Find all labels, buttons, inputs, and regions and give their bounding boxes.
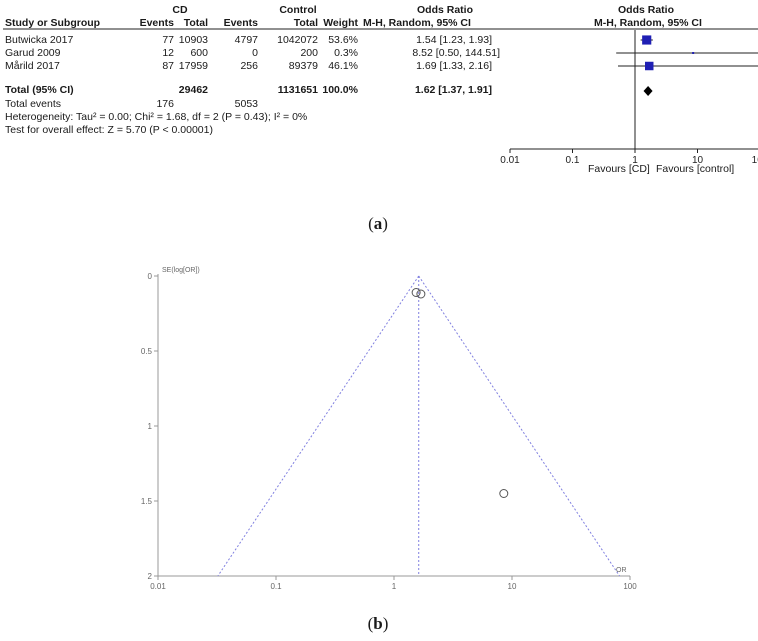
group-header-cd: CD	[172, 4, 188, 16]
cd-events: 12	[162, 47, 174, 59]
ctl-total: 200	[300, 47, 318, 59]
col-header-cd-total: Total	[183, 17, 208, 29]
favours-left-label: Favours [CD]	[588, 163, 650, 175]
forest-x-tick-label: 1	[632, 155, 638, 166]
funnel-limit-left	[217, 275, 420, 577]
col-header-method-right: M-H, Random, 95% CI	[594, 17, 702, 29]
total-label: Total (95% CI)	[5, 84, 74, 96]
funnel-limit-right	[418, 275, 621, 577]
ctl-total: 1042072	[277, 34, 318, 46]
weight: 46.1%	[328, 60, 358, 72]
study-name: Mårild 2017	[5, 60, 60, 72]
funnel-x-axis-label: OR	[616, 567, 627, 574]
cd-events: 77	[162, 34, 174, 46]
forest-x-tick-label: 0.1	[566, 155, 580, 166]
study-box	[644, 61, 654, 71]
forest-x-tick-label: 0.01	[500, 155, 520, 166]
col-header-weight: Weight	[323, 17, 358, 29]
col-header-method-left: M-H, Random, 95% CI	[363, 17, 471, 29]
forest-x-tick-label: 10	[692, 155, 704, 166]
total-events-label: Total events	[5, 98, 62, 110]
pooled-diamond	[643, 86, 653, 96]
ctl-events: 0	[252, 47, 258, 59]
group-header-odds-ratio-left: Odds Ratio	[416, 4, 473, 16]
funnel-x-tick-label: 100	[623, 582, 637, 591]
funnel-y-tick-label: 2	[148, 572, 153, 581]
funnel-x-tick-label: 0.1	[270, 582, 282, 591]
total-events-cd: 176	[156, 98, 174, 110]
weight: 0.3%	[334, 47, 358, 59]
cd-total: 600	[190, 47, 208, 59]
caption-b: (b)	[367, 614, 389, 633]
ctl-events: 4797	[234, 34, 258, 46]
col-header-ctl-events: Events	[223, 17, 258, 29]
caption-a: (a)	[368, 214, 388, 233]
study-box	[692, 52, 695, 54]
group-header-odds-ratio-right: Odds Ratio	[617, 4, 674, 16]
funnel-y-axis-label: SE(log[OR])	[162, 267, 200, 274]
weight: 53.6%	[328, 34, 358, 46]
ci-text: 1.69 [1.33, 2.16]	[416, 60, 492, 72]
study-box	[642, 35, 652, 45]
forest-x-tick-label: 100	[752, 155, 758, 166]
study-name: Garud 2009	[5, 47, 61, 59]
cd-total: 17959	[178, 60, 208, 72]
total-events-ctl: 5053	[234, 98, 258, 110]
funnel-x-tick-label: 1	[392, 582, 397, 591]
total-cd: 29462	[178, 84, 208, 96]
funnel-y-tick-label: 1	[148, 422, 153, 431]
funnel-y-tick-label: 0.5	[141, 347, 153, 356]
funnel-y-tick-label: 1.5	[141, 497, 153, 506]
funnel-point	[411, 288, 421, 297]
funnel-point	[416, 289, 426, 299]
heterogeneity-text: Heterogeneity: Tau² = 0.00; Chi² = 1.68,…	[5, 111, 308, 123]
col-header-cd-events: Events	[139, 17, 174, 29]
col-header-ctl-total: Total	[293, 17, 318, 29]
favours-right-label: Favours [control]	[656, 163, 735, 175]
ci-text: 1.54 [1.23, 1.93]	[416, 34, 492, 46]
col-header-study: Study or Subgroup	[5, 17, 101, 29]
funnel-x-tick-label: 0.01	[150, 582, 166, 591]
cd-total: 10903	[178, 34, 208, 46]
ctl-total: 89379	[288, 60, 318, 72]
total-ci-text: 1.62 [1.37, 1.91]	[414, 84, 492, 96]
total-weight: 100.0%	[322, 84, 358, 96]
study-name: Butwicka 2017	[5, 34, 74, 46]
ctl-events: 256	[240, 60, 258, 72]
cd-events: 87	[162, 60, 174, 72]
funnel-y-tick-label: 0	[148, 272, 153, 281]
overall-effect-text: Test for overall effect: Z = 5.70 (P < 0…	[5, 124, 213, 136]
total-ctl: 1131651	[277, 84, 318, 96]
ci-text: 8.52 [0.50, 144.51]	[412, 47, 500, 59]
group-header-control: Control	[279, 4, 317, 16]
funnel-point	[499, 489, 509, 498]
funnel-x-tick-label: 10	[508, 582, 517, 591]
